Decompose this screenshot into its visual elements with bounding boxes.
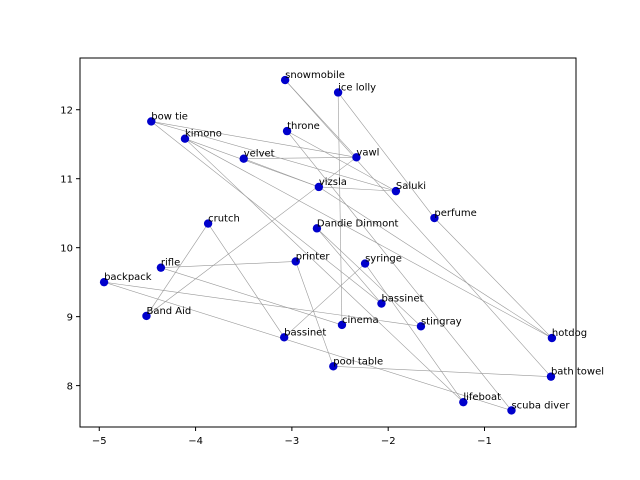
edge-line	[337, 92, 343, 325]
point-layer	[99, 75, 557, 415]
edge-line	[284, 79, 552, 377]
edge-line	[286, 130, 397, 192]
point-label: printer	[296, 251, 331, 262]
point-label: bath towel	[551, 367, 604, 378]
data-point	[314, 182, 324, 192]
x-tick-label: −1	[477, 436, 492, 447]
data-point	[333, 88, 343, 97]
edge-line	[295, 261, 334, 367]
point-label: hotdog	[552, 328, 587, 339]
plot-frame	[79, 57, 577, 428]
edge-line	[434, 217, 553, 339]
data-point	[337, 320, 347, 330]
point-label: pool table	[333, 356, 383, 367]
edge-line	[243, 158, 319, 188]
edge-line	[207, 223, 285, 338]
point-label: velvet	[244, 149, 275, 160]
data-point	[147, 117, 156, 126]
point-label: scuba diver	[511, 400, 570, 411]
data-point	[329, 362, 338, 371]
point-label: rifle	[161, 258, 180, 269]
y-tick-label: 11	[60, 175, 73, 186]
point-label: Saluki	[396, 181, 426, 192]
point-label: crutch	[208, 214, 240, 225]
y-axis: 8 9 10 11 12	[60, 106, 80, 393]
edge-line	[103, 281, 512, 411]
point-label: vawl	[356, 147, 379, 158]
y-tick-label: 8	[67, 382, 73, 393]
point-label: lifeboat	[463, 392, 501, 403]
x-axis: −5 −4 −3 −2 −1	[92, 427, 492, 447]
data-point	[547, 333, 557, 343]
edge-line	[337, 92, 435, 219]
data-point	[546, 372, 556, 381]
data-point	[99, 277, 109, 287]
data-point	[279, 333, 289, 342]
x-tick-label: −2	[381, 436, 396, 447]
edge-line	[318, 186, 553, 339]
data-point	[239, 154, 248, 163]
edge-line	[104, 281, 421, 327]
data-point	[459, 397, 468, 407]
x-tick-label: −3	[285, 436, 300, 447]
point-label: bow tie	[151, 111, 188, 122]
data-point	[377, 299, 386, 308]
edge-line	[160, 261, 296, 268]
edge-line	[318, 186, 396, 192]
data-point	[416, 322, 426, 331]
data-point	[203, 219, 213, 228]
edge-line	[184, 138, 464, 403]
data-point	[312, 224, 322, 233]
edge-line	[146, 223, 209, 317]
y-tick-label: 10	[60, 244, 73, 255]
edge-line	[364, 263, 464, 403]
data-point	[291, 257, 300, 266]
edge-line	[333, 366, 551, 377]
y-tick-label: 12	[60, 106, 73, 117]
point-label: vizsla	[319, 177, 347, 188]
point-label: snowmobile	[285, 70, 345, 81]
edge-line	[316, 228, 422, 327]
data-point	[156, 263, 166, 272]
data-point	[142, 311, 151, 321]
edge-line	[184, 138, 319, 188]
data-point	[391, 186, 401, 196]
edge-line	[160, 267, 343, 326]
point-label: bassinet	[284, 327, 326, 338]
edge-line	[243, 157, 357, 159]
point-label: cinema	[342, 315, 379, 326]
data-point	[507, 406, 516, 415]
point-label: stingray	[421, 316, 462, 327]
data-point	[282, 126, 292, 136]
data-point	[180, 134, 190, 143]
edge-line	[286, 130, 512, 411]
edge-line	[283, 263, 366, 338]
y-tick-label: 9	[67, 313, 73, 324]
point-label: ice lolly	[338, 82, 376, 93]
x-tick-label: −5	[92, 436, 107, 447]
x-tick-label: −4	[188, 436, 203, 447]
point-label: kimono	[185, 129, 222, 140]
edge-line	[316, 228, 382, 304]
point-label: perfume	[434, 208, 476, 219]
point-label: backpack	[104, 272, 152, 283]
point-label: Band Aid	[146, 306, 191, 317]
data-point	[352, 153, 361, 162]
edge-layer	[103, 79, 553, 411]
edge-line	[151, 121, 357, 158]
edge-line	[151, 121, 382, 304]
edge-line	[151, 121, 396, 192]
point-label: bassinet	[381, 294, 423, 305]
point-label: Dandie Dinmont	[317, 218, 399, 229]
point-label: syringe	[365, 254, 402, 265]
edge-line	[284, 79, 357, 158]
point-label: throne	[287, 121, 320, 132]
data-point	[430, 213, 439, 223]
data-point	[360, 259, 370, 268]
edge-line	[184, 138, 553, 339]
data-point	[280, 75, 290, 85]
